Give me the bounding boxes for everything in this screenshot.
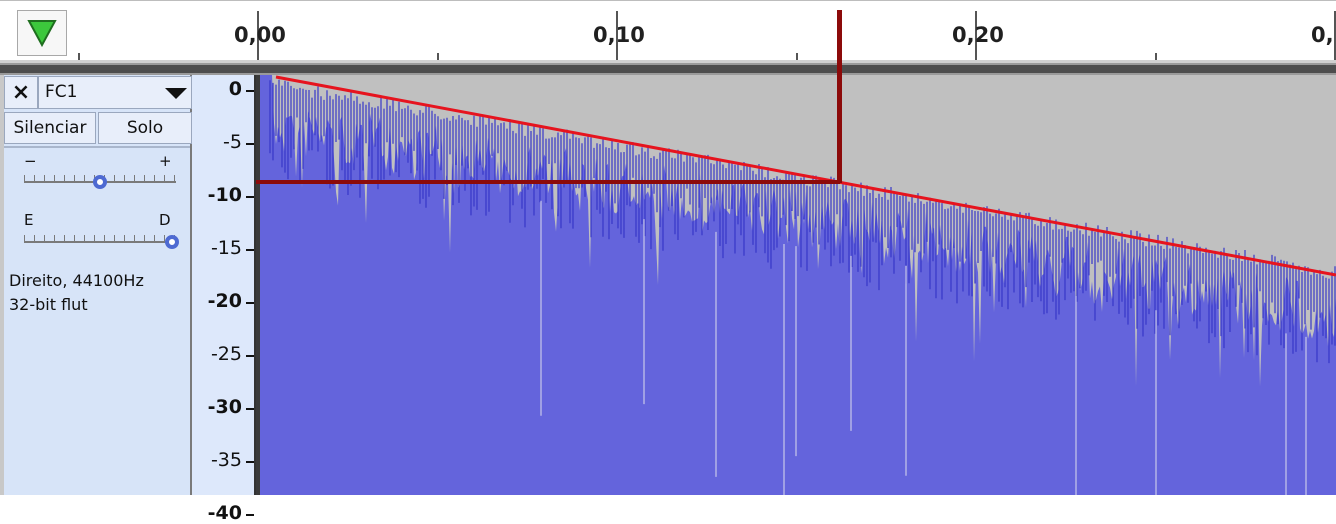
ruler-major-tick	[1334, 11, 1336, 61]
db-tick	[246, 302, 254, 304]
ruler-major-tick	[257, 11, 259, 61]
track-name-dropdown[interactable]: FC1	[38, 76, 192, 109]
db-vertical-ruler[interactable]: 0 -5 -10 -15 -20 -25 -30 -35 -40	[192, 75, 256, 524]
db-tick	[246, 249, 254, 251]
gain-min-label: −	[24, 152, 37, 170]
db-tick	[246, 355, 254, 357]
pan-slider-track[interactable]	[24, 241, 176, 243]
ruler-major-tick	[616, 11, 618, 61]
ruler-label-0: 0,00	[234, 23, 286, 47]
close-icon: ×	[11, 80, 31, 105]
db-tick	[246, 514, 254, 516]
ruler-label-3: 0,	[1311, 23, 1334, 47]
ruler-minor-tick	[795, 53, 798, 63]
ruler-label-1: 0,10	[593, 23, 645, 47]
timeline-track-separator	[0, 63, 1336, 75]
ruler-label-2: 0,20	[952, 23, 1004, 47]
db-tick	[246, 461, 254, 463]
green-down-triangle-icon	[27, 20, 57, 47]
db-label: -15	[210, 237, 242, 259]
track-name: FC1	[45, 82, 78, 102]
pan-left-label: E	[24, 211, 34, 229]
panel-divider	[4, 146, 190, 148]
db-label: -40	[207, 502, 242, 524]
mute-button[interactable]: Silenciar	[4, 112, 96, 144]
ruler-minor-tick	[436, 53, 439, 63]
db-label: -25	[210, 343, 242, 365]
close-track-button[interactable]: ×	[4, 76, 38, 109]
db-tick	[246, 143, 254, 145]
track-control-panel[interactable]	[4, 75, 192, 495]
ruler-minor-tick	[1154, 53, 1157, 63]
ruler-baseline	[0, 60, 1336, 63]
track-info-format: Direito, 44100Hz	[9, 271, 144, 290]
db-label: -20	[207, 290, 242, 312]
play-head-button[interactable]	[17, 10, 67, 56]
solo-button[interactable]: Solo	[98, 112, 192, 144]
pan-slider-ticks	[24, 235, 176, 241]
waveform-peaks	[269, 79, 1336, 364]
ruler-minor-tick	[77, 53, 80, 63]
db-label: 0	[228, 78, 242, 100]
db-label: -10	[207, 184, 242, 206]
timeline-ruler[interactable]: 0,00 0,10 0,20 0,	[0, 0, 1336, 63]
waveform-display[interactable]	[256, 75, 1336, 495]
pan-slider-thumb[interactable]	[165, 235, 179, 249]
db-label: -35	[210, 449, 242, 471]
db-tick	[246, 408, 254, 410]
track-info-bitdepth: 32-bit flut	[9, 295, 88, 314]
gain-slider-thumb[interactable]	[93, 175, 107, 189]
waveform-spikes	[540, 200, 1307, 495]
db-tick	[246, 90, 254, 92]
waveform-left-edge	[256, 75, 260, 495]
db-label: -30	[207, 396, 242, 418]
waveform-canvas	[256, 75, 1336, 495]
track-left-edge	[0, 75, 4, 495]
cursor-vertical-line	[837, 10, 842, 183]
gain-max-label: +	[159, 152, 172, 170]
pan-right-label: D	[159, 211, 171, 229]
chevron-down-icon	[165, 88, 187, 99]
envelope-line[interactable]	[275, 75, 1336, 277]
ruler-major-tick	[975, 11, 977, 61]
db-tick	[246, 196, 254, 198]
db-label: -5	[223, 131, 242, 153]
